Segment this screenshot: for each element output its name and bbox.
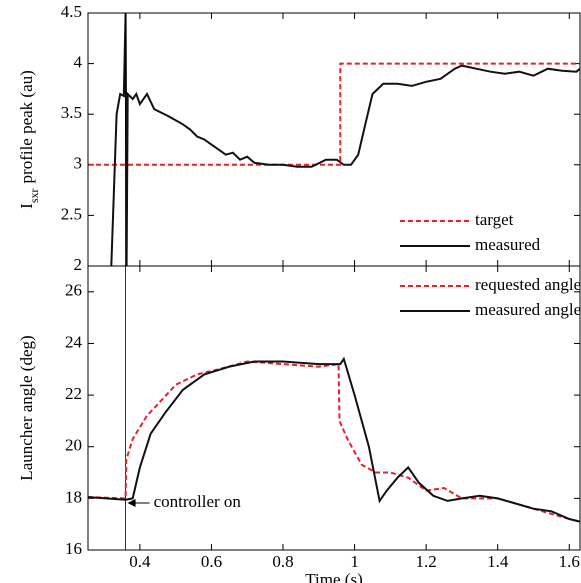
- x-tick-label: 1.4: [487, 552, 509, 571]
- y-tick-label: 2.5: [61, 204, 82, 223]
- x-tick-label: 1.2: [416, 552, 437, 571]
- y-tick-label: 2: [74, 255, 83, 274]
- y-axis-label: Isxr profile peak (au): [17, 70, 41, 209]
- y-axis-label: Launcher angle (deg): [17, 335, 36, 480]
- legend-label: measured: [475, 235, 541, 254]
- plot-area: [88, 13, 580, 266]
- y-tick-label: 3: [74, 154, 83, 173]
- y-tick-label: 20: [65, 436, 82, 455]
- y-axis-label-part: I: [17, 203, 36, 209]
- legend-label: measured angle: [475, 300, 581, 319]
- y-tick-label: 3.5: [61, 103, 82, 122]
- y-tick-label: 18: [65, 487, 82, 506]
- x-axis-label: Time (s): [305, 570, 362, 583]
- x-tick-label: 1: [350, 552, 359, 571]
- y-tick-label: 4.5: [61, 2, 82, 21]
- plot-frame: [87, 265, 581, 551]
- y-tick-label: 16: [65, 539, 82, 558]
- legend-label: target: [475, 210, 514, 229]
- y-tick-label: 4: [74, 53, 83, 72]
- plot-area: [88, 356, 580, 523]
- y-axis-label-part: profile peak (au): [17, 70, 36, 183]
- y-tick-label: 24: [65, 332, 83, 351]
- y-axis-label-part: Launcher angle (deg): [17, 335, 36, 480]
- y-axis-label-part: sxr: [27, 188, 41, 203]
- y-tick-label: 26: [65, 281, 82, 300]
- annotation-text: controller on: [154, 492, 242, 511]
- x-tick-label: 1.6: [559, 552, 580, 571]
- series-line: [88, 62, 580, 166]
- x-tick-label: 0.8: [272, 552, 293, 571]
- legend-label: requested angle: [475, 275, 581, 294]
- annotation-arrowhead: [127, 499, 136, 507]
- y-tick-label: 22: [65, 384, 82, 403]
- x-tick-label: 0.4: [129, 552, 151, 571]
- series-line: [110, 13, 580, 266]
- x-tick-label: 0.6: [201, 552, 222, 571]
- series-line: [88, 356, 580, 523]
